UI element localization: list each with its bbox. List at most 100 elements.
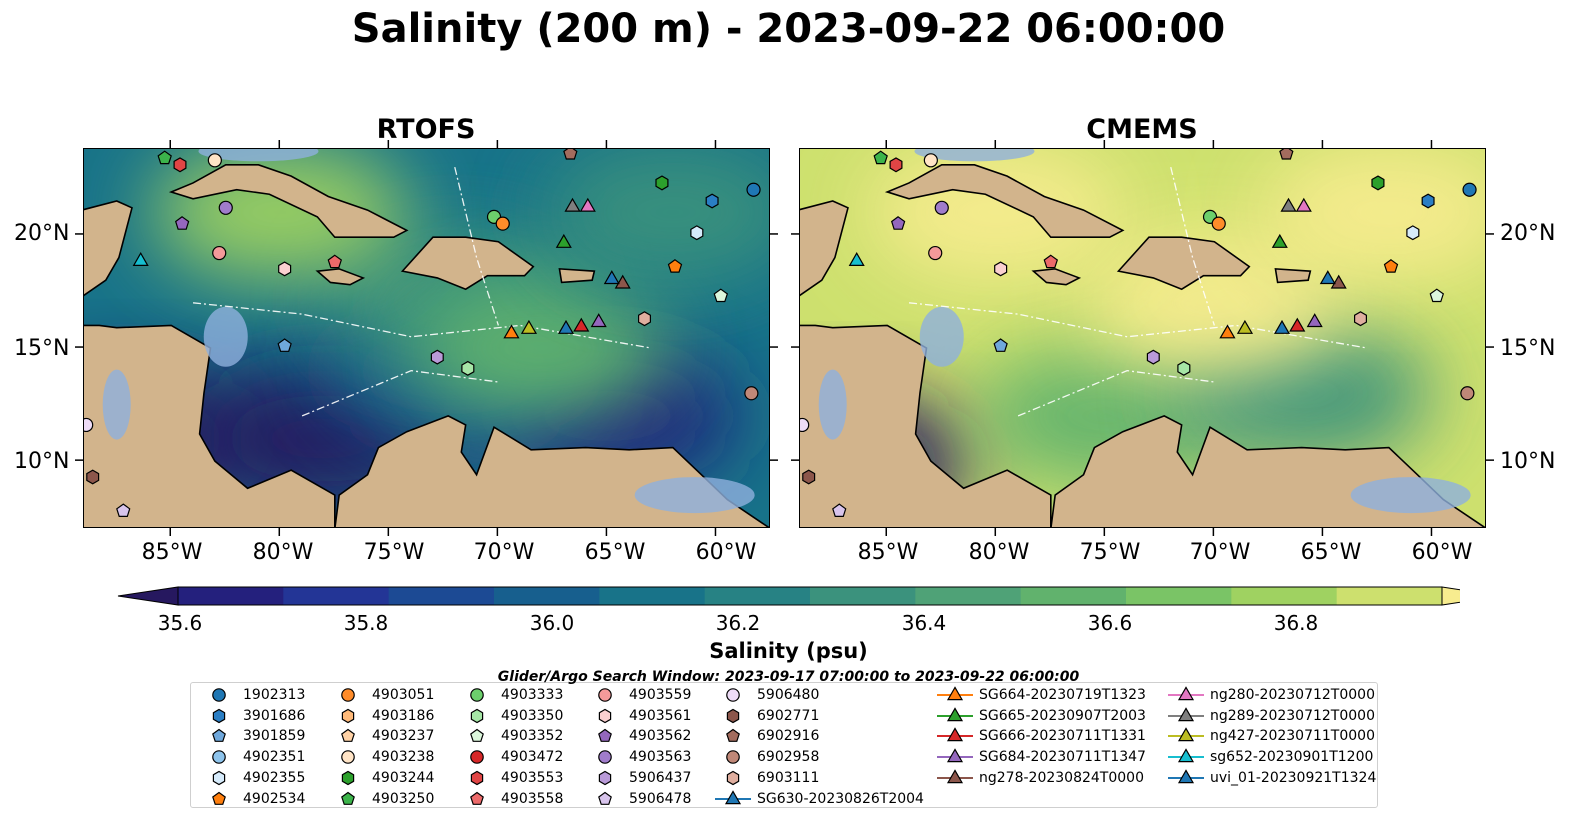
circle-marker-icon	[598, 750, 612, 764]
platform-4903559	[928, 245, 943, 261]
land-cuba	[168, 164, 409, 239]
colorbar-segment	[283, 587, 390, 605]
legend-item-label: 4903472	[501, 749, 564, 766]
platform-SG630-20230826T2004	[557, 319, 575, 334]
lat-label-20n-right: 20°N	[1500, 221, 1556, 246]
lon-label-80w-left: 80°W	[252, 540, 314, 565]
legend-item-label: 4903238	[372, 749, 435, 766]
legend-item-label: 4903051	[372, 687, 435, 703]
circle-marker-icon	[726, 688, 740, 702]
legend-item-label: SG630-20230826T2004	[757, 790, 924, 807]
colorbar-tick-label: 36.0	[529, 611, 575, 635]
boundary-line	[454, 166, 499, 326]
circle-marker-icon	[598, 688, 612, 702]
legend-item-label: 4903250	[372, 790, 435, 807]
colorbar-segment	[810, 587, 916, 605]
triangle-marker-icon	[715, 789, 751, 804]
legend-item-label: sg652-20230901T1200	[1210, 749, 1374, 766]
pentagon-marker-icon	[470, 729, 484, 743]
platform-4903559	[212, 245, 227, 261]
circle-marker-icon	[726, 750, 740, 764]
shelf-region	[203, 306, 248, 367]
platform-4903553	[173, 157, 187, 173]
platform-4903350	[1177, 360, 1191, 376]
lat-label-15n-right: 15°N	[1500, 336, 1556, 361]
platform-ng278-20230824T0000	[614, 274, 631, 289]
shelf-region	[914, 149, 1035, 162]
hexagon-marker-icon	[341, 708, 355, 723]
colorbar-tick-label: 36.6	[1087, 611, 1133, 635]
legend-item-label: 6902916	[757, 728, 820, 745]
platform-SG665-20230907T2003	[1271, 233, 1288, 248]
platform-4903563	[934, 200, 949, 215]
land-hispaniola	[400, 236, 535, 291]
colorbar	[117, 586, 1460, 606]
legend-item-label: 4903559	[629, 687, 692, 703]
hexagon-marker-icon	[212, 770, 226, 785]
pentagon-marker-icon	[598, 729, 612, 743]
legend-title: Glider/Argo Search Window: 2023-09-17 07…	[497, 669, 1080, 685]
legend-item-label: SG666-20230711T1331	[979, 728, 1146, 745]
colorbar-segment	[704, 587, 811, 605]
shelf-region	[102, 369, 131, 440]
colorbar-tick-label: 36.8	[1273, 611, 1319, 635]
colorbar-segment	[915, 587, 1022, 605]
shelf-region	[634, 477, 755, 514]
legend-item-label: 4903237	[372, 728, 435, 745]
hexagon-marker-icon	[470, 770, 484, 785]
colorbar-tick-label: 35.6	[157, 611, 203, 635]
platform-ng280-20230712T0000	[1295, 197, 1312, 212]
land-centralamerica	[800, 324, 1052, 527]
platform-4903352	[1429, 288, 1445, 303]
circle-marker-icon	[212, 750, 226, 764]
shelf-region	[919, 306, 964, 367]
colorbar-extend-min	[117, 586, 179, 606]
legend-item-label: 4903562	[629, 728, 692, 745]
platform-5906478	[832, 503, 847, 517]
legend-item-label: 4903558	[501, 790, 564, 807]
colorbar-label: Salinity (psu)	[709, 639, 868, 663]
triangle-marker-icon	[937, 768, 973, 783]
platform-ng289-20230712T0000	[1280, 197, 1297, 212]
circle-marker-icon	[212, 688, 226, 702]
platform-4903562	[890, 216, 906, 230]
legend-item-label: 1902313	[243, 687, 306, 703]
legend-item-label: 6902771	[757, 707, 820, 724]
legend-item-label: 5906480	[757, 687, 820, 703]
platform-6902916	[1279, 149, 1294, 160]
boundary-line	[1017, 369, 1215, 417]
platform-SG630-20230826T2004	[1273, 319, 1291, 334]
legend: 1902313 3901686 3901859 4902351 4902355 49025…	[190, 682, 1378, 808]
legend-item-label: 4903561	[629, 707, 692, 724]
hexagon-marker-icon	[470, 708, 484, 723]
shelf-region	[198, 149, 319, 162]
legend-item-label: SG684-20230711T1347	[979, 749, 1146, 766]
circle-marker-icon	[341, 688, 355, 702]
boundary-line	[301, 369, 499, 417]
platform-4903238	[923, 153, 938, 168]
circle-marker-icon	[470, 750, 484, 764]
colorbar-segment	[1020, 587, 1127, 605]
hexagon-marker-icon	[726, 708, 740, 723]
platform-6902958	[744, 386, 759, 401]
platform-3901686	[705, 193, 719, 209]
lon-label-85w-left: 85°W	[141, 540, 203, 565]
triangle-marker-icon	[1168, 768, 1204, 783]
legend-item-label: 5906437	[629, 769, 692, 786]
platform-SG684-20230711T1347	[1306, 313, 1323, 328]
legend-item-label: 4903563	[629, 749, 692, 766]
panel-title-rtofs: RTOFS	[376, 114, 476, 145]
land-jamaica	[315, 268, 366, 286]
platform-4902534	[1383, 259, 1399, 273]
platform-ng427-20230711T0000	[1236, 319, 1254, 334]
legend-item-label: 4903350	[501, 707, 564, 724]
pentagon-marker-icon	[341, 729, 355, 743]
legend-item-label: ng280-20230712T0000	[1210, 687, 1375, 703]
salinity-region	[412, 278, 672, 419]
lon-label-75w-right: 75°W	[1079, 540, 1141, 565]
platform-4903244	[1371, 175, 1385, 191]
platform-ng278-20230824T0000	[1330, 274, 1347, 289]
legend-item-label: ng278-20230824T0000	[979, 769, 1144, 786]
platform-SG666-20230711T1331	[573, 317, 590, 332]
legend-item-label: 3901859	[243, 728, 306, 745]
